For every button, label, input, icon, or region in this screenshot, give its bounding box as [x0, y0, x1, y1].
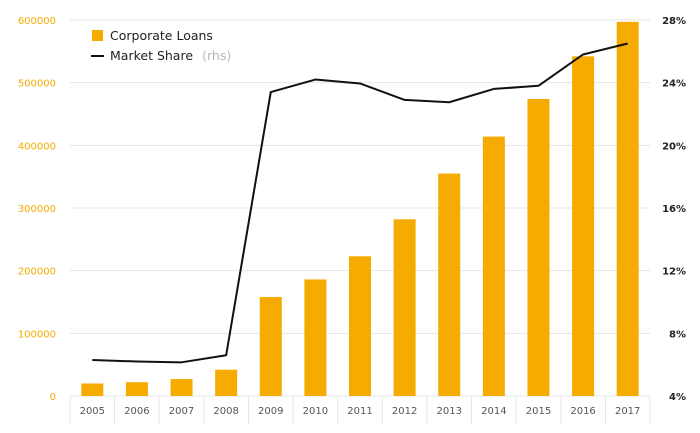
right-tick-label: 12%: [662, 267, 686, 278]
left-tick-label: 600000: [18, 16, 56, 27]
x-tick-label: 2015: [526, 406, 551, 417]
x-tick-label: 2008: [213, 406, 238, 417]
x-axis-labels: 2005 2006 2007 2008 2009 2010 2011 2012 2013 2014…: [80, 406, 641, 417]
x-tick-label: 2007: [169, 406, 194, 417]
legend-swatch-corporate-loans: [92, 30, 103, 41]
x-tick-label: 2013: [437, 406, 462, 417]
right-tick-label: 8%: [669, 329, 686, 340]
bar-2009: [259, 296, 282, 396]
legend: Corporate Loans Market Share (rhs): [91, 28, 231, 64]
right-tick-label: 4%: [669, 392, 686, 403]
bar-2012: [393, 219, 416, 396]
x-tick-label: 2012: [392, 406, 417, 417]
x-tick-label: 2005: [80, 406, 105, 417]
left-tick-label: 300000: [18, 204, 56, 215]
left-y-axis: 0 100000 200000 300000 400000 500000 600000: [18, 16, 56, 403]
left-tick-label: 500000: [18, 79, 56, 90]
bar-2014: [482, 136, 505, 396]
x-tick-label: 2011: [347, 406, 372, 417]
x-tick-label: 2014: [481, 406, 506, 417]
right-tick-label: 16%: [662, 204, 686, 215]
legend-market-share-name: Market Share: [110, 48, 193, 63]
x-tick-label: 2017: [615, 406, 640, 417]
market-share-line-group: [92, 42, 628, 364]
bar-2011: [349, 256, 371, 396]
bar-2006: [125, 382, 148, 396]
x-tick-label: 2006: [124, 406, 149, 417]
market-share-line: [92, 42, 628, 364]
x-axis-bands: [69, 396, 651, 424]
left-tick-label: 200000: [18, 267, 56, 278]
right-tick-label: 28%: [662, 16, 686, 27]
left-tick-label: 400000: [18, 141, 56, 152]
bar-2008: [215, 369, 238, 396]
bar-2015: [527, 98, 550, 397]
bar-2005: [81, 383, 104, 396]
legend-label-corporate-loans: Corporate Loans: [110, 28, 213, 43]
right-tick-label: 24%: [662, 79, 686, 90]
legend-label-market-share: Market Share (rhs): [110, 45, 231, 64]
corporate-loans-bars: [81, 21, 639, 397]
right-y-axis: 4% 8% 12% 16% 20% 24% 28%: [662, 16, 686, 403]
left-tick-label: 100000: [18, 329, 56, 340]
bar-2016: [572, 56, 595, 396]
x-tick-label: 2010: [303, 406, 328, 417]
left-tick-label: 0: [50, 392, 56, 403]
bar-2013: [438, 173, 461, 396]
x-tick-label: 2016: [570, 406, 595, 417]
legend-market-share-note: (rhs): [202, 48, 231, 63]
bar-2010: [304, 279, 327, 396]
bar-2017: [616, 21, 639, 396]
bar-2007: [170, 379, 193, 396]
x-tick-label: 2009: [258, 406, 283, 417]
right-tick-label: 20%: [662, 141, 686, 152]
